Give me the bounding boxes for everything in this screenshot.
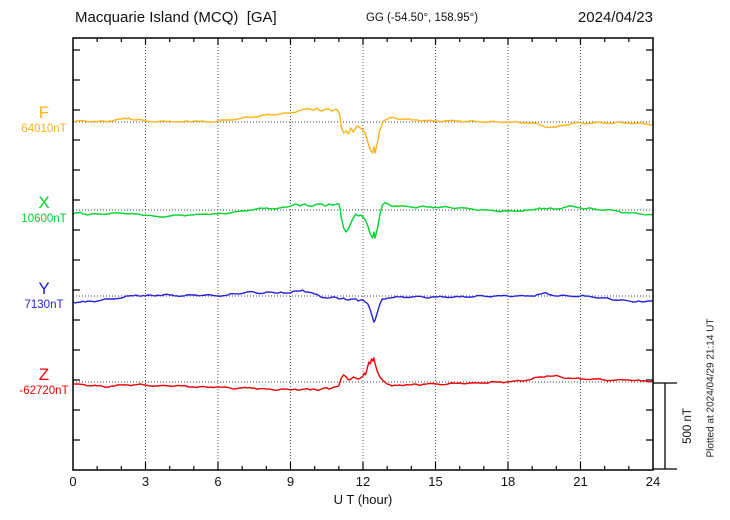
series-letter-Z: Z [38,365,50,384]
x-axis-label: U T (hour) [333,492,393,507]
page-title: Macquarie Island (MCQ) [GA] [75,9,277,26]
x-tick-label-0: 0 [69,474,77,489]
series-letter-X: X [38,193,50,212]
x-tick-label-3: 3 [141,474,150,489]
series-baseline-F: 64010nT [21,123,67,135]
series-label-X: X 10600nT [14,194,74,226]
series-label-F: F 64010nT [14,104,74,136]
series-baseline-Y: 7130nT [24,299,64,311]
x-tick-label-15: 15 [428,474,443,489]
observation-date: 2024/04/23 [577,9,653,26]
x-tick-label-21: 21 [573,474,588,489]
series-baseline-Z: -62720nT [19,385,69,397]
x-tick-label-18: 18 [500,474,516,489]
scale-bar-label: 500 nT [682,408,694,444]
series-letter-F: F [38,103,50,122]
plotted-at-note: Plotted at 2024/04/29 21:14 UT [705,318,717,458]
series-label-Z: Z -62720nT [14,366,74,398]
trace-Y [72,289,653,323]
station-coordinates: GG (-54.50°, 158.95°) [365,12,479,24]
series-letter-Y: Y [38,279,50,298]
series-baseline-X: 10600nT [21,213,67,225]
x-tick-label-24: 24 [645,474,661,489]
x-tick-label-9: 9 [286,474,295,489]
trace-F [72,107,654,154]
trace-X [72,202,654,239]
trace-Z [73,357,654,392]
x-tick-label-12: 12 [355,474,371,489]
x-tick-label-6: 6 [214,474,222,489]
series-label-Y: Y 7130nT [14,280,74,312]
